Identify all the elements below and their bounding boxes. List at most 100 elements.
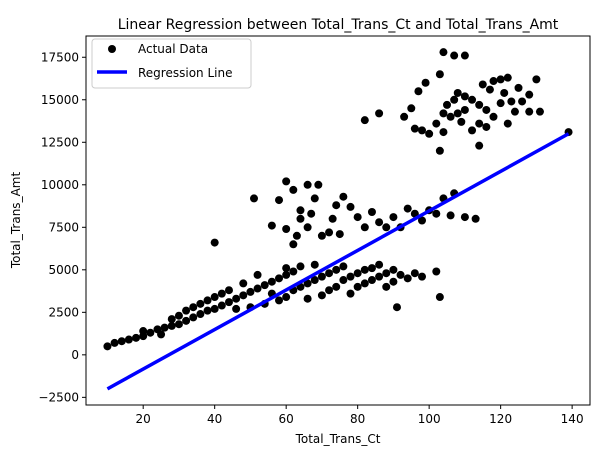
- data-point: [446, 211, 455, 220]
- data-point: [396, 270, 405, 279]
- data-point: [432, 267, 441, 276]
- y-tick-label: 15000: [41, 93, 79, 107]
- data-point: [485, 85, 494, 94]
- data-point: [446, 112, 455, 121]
- data-point: [453, 88, 462, 97]
- data-point: [203, 296, 212, 305]
- data-point: [471, 214, 480, 223]
- data-point: [375, 260, 384, 269]
- data-point: [468, 95, 477, 104]
- data-point: [224, 298, 233, 307]
- data-point: [289, 267, 298, 276]
- data-point: [203, 306, 212, 315]
- data-point: [167, 321, 176, 330]
- data-point: [421, 78, 430, 87]
- data-point: [514, 83, 523, 92]
- data-point: [260, 281, 269, 290]
- data-point: [339, 192, 348, 201]
- data-point: [296, 206, 305, 215]
- data-point: [389, 277, 398, 286]
- data-point: [439, 109, 448, 118]
- data-point: [310, 260, 319, 269]
- data-point: [282, 225, 291, 234]
- data-point: [432, 119, 441, 128]
- y-tick-label: 5000: [48, 263, 79, 277]
- data-point: [232, 294, 241, 303]
- data-point: [157, 330, 166, 339]
- data-point: [432, 209, 441, 218]
- data-point: [303, 180, 312, 189]
- plot-frame: [85, 35, 591, 406]
- data-point: [507, 97, 516, 106]
- data-point: [132, 333, 141, 342]
- data-point: [282, 177, 291, 186]
- data-point: [303, 279, 312, 288]
- data-point: [314, 180, 323, 189]
- data-point: [425, 129, 434, 138]
- legend-label-regression-line: Regression Line: [138, 66, 232, 80]
- legend-box: [91, 38, 252, 89]
- data-point: [239, 279, 248, 288]
- data-point: [117, 337, 126, 346]
- data-point: [325, 286, 334, 295]
- data-point: [503, 73, 512, 82]
- data-point: [367, 276, 376, 285]
- data-point: [189, 303, 198, 312]
- data-point: [400, 112, 409, 121]
- data-point: [418, 272, 426, 281]
- data-point: [174, 311, 183, 320]
- data-point: [482, 122, 491, 131]
- data-point: [267, 221, 276, 230]
- data-point: [353, 282, 362, 291]
- data-point: [360, 265, 369, 274]
- data-point: [332, 201, 341, 210]
- y-axis-label: Total_Trans_Amt: [9, 172, 23, 270]
- data-point: [525, 90, 534, 99]
- data-point: [407, 104, 416, 113]
- data-point: [375, 272, 384, 281]
- data-point: [353, 213, 362, 222]
- data-point: [532, 75, 541, 84]
- data-point: [189, 313, 198, 322]
- data-point: [328, 214, 337, 223]
- data-point: [296, 214, 305, 223]
- data-point: [457, 117, 466, 126]
- data-point: [196, 310, 205, 319]
- data-point: [389, 213, 398, 222]
- data-point: [518, 97, 527, 106]
- data-point: [435, 146, 444, 155]
- y-tick-label: −2500: [38, 390, 79, 404]
- y-tick-label: 0: [71, 348, 79, 362]
- data-point: [503, 119, 512, 128]
- data-point: [253, 284, 262, 293]
- x-tick-label: 60: [279, 412, 294, 426]
- regression-line: [106, 132, 570, 391]
- y-axis: −2500 0 2500 5000 7500 10000 12500 15000 17500: [38, 50, 86, 404]
- data-point: [267, 277, 276, 286]
- y-tick-label: 10000: [41, 178, 79, 192]
- data-point: [310, 194, 319, 203]
- data-point: [375, 109, 384, 118]
- y-tick-label: 2500: [48, 305, 79, 319]
- x-axis: 20 40 60 80 100 120 140: [136, 405, 584, 426]
- data-point: [382, 282, 391, 291]
- data-point: [478, 80, 487, 89]
- data-point: [250, 194, 258, 203]
- data-point: [325, 269, 334, 278]
- scatter-points: [103, 48, 573, 351]
- data-point: [103, 342, 112, 351]
- data-point: [292, 231, 301, 240]
- data-point: [489, 77, 498, 86]
- data-point: [389, 265, 398, 274]
- data-point: [275, 196, 284, 205]
- data-point: [160, 323, 169, 332]
- data-point: [346, 202, 355, 211]
- data-point: [253, 270, 262, 279]
- data-point: [339, 262, 348, 271]
- data-point: [182, 306, 191, 315]
- data-point: [332, 282, 341, 291]
- data-point: [453, 109, 462, 118]
- data-point: [535, 107, 544, 116]
- data-point: [282, 293, 291, 302]
- data-point: [325, 228, 334, 237]
